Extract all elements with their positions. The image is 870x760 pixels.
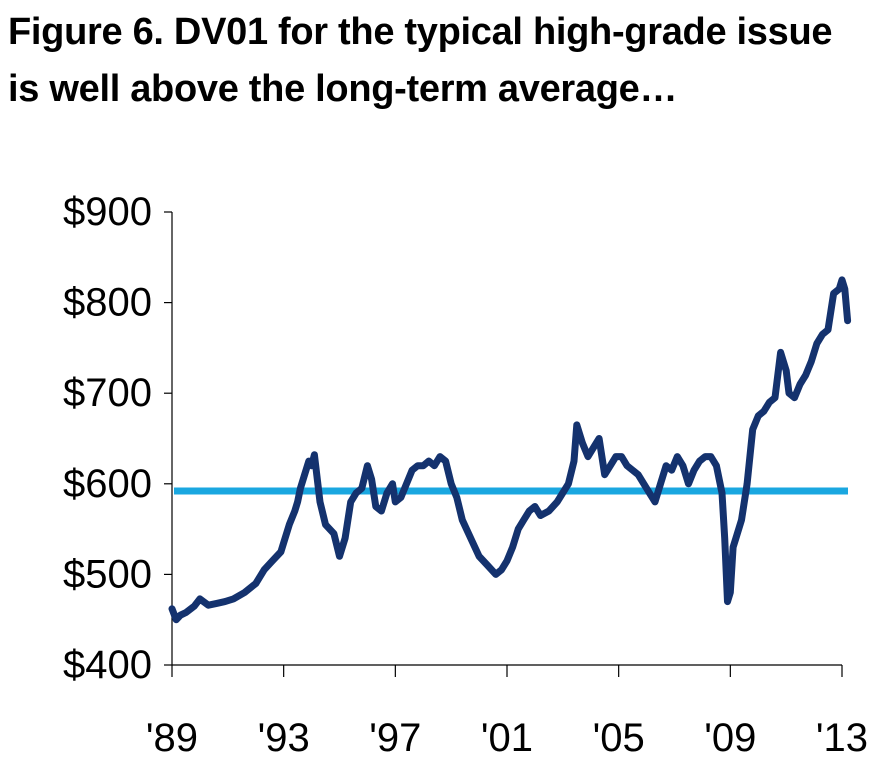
- x-tick-label: '97: [369, 716, 421, 760]
- y-tick-label: $600: [63, 462, 152, 506]
- x-tick-label: '93: [258, 716, 310, 760]
- x-tick-label: '89: [146, 716, 198, 760]
- dv01-series-line: [168, 276, 852, 624]
- x-tick-label: '01: [481, 716, 533, 760]
- y-tick-label: $500: [63, 552, 152, 596]
- y-tick-label: $900: [63, 190, 152, 234]
- series-group: [168, 276, 852, 624]
- chart-title-line-1: Figure 6. DV01 for the typical high-grad…: [8, 11, 833, 53]
- chart-axes: [171, 212, 842, 666]
- x-tick-label: '09: [704, 716, 756, 760]
- x-tick-label: '13: [816, 716, 868, 760]
- y-tick-label: $800: [63, 281, 152, 325]
- y-tick-label: $400: [63, 643, 152, 687]
- chart-title-line-2: is well above the long-term average…: [8, 68, 678, 110]
- x-tick-label: '05: [593, 716, 645, 760]
- y-tick-label: $700: [63, 371, 152, 415]
- chart-title: Figure 6. DV01 for the typical high-grad…: [8, 4, 868, 118]
- axis-ticks: $400 $500 $600 $700 $800 $900 '89 '93 '97 '01 '05 '…: [63, 190, 868, 760]
